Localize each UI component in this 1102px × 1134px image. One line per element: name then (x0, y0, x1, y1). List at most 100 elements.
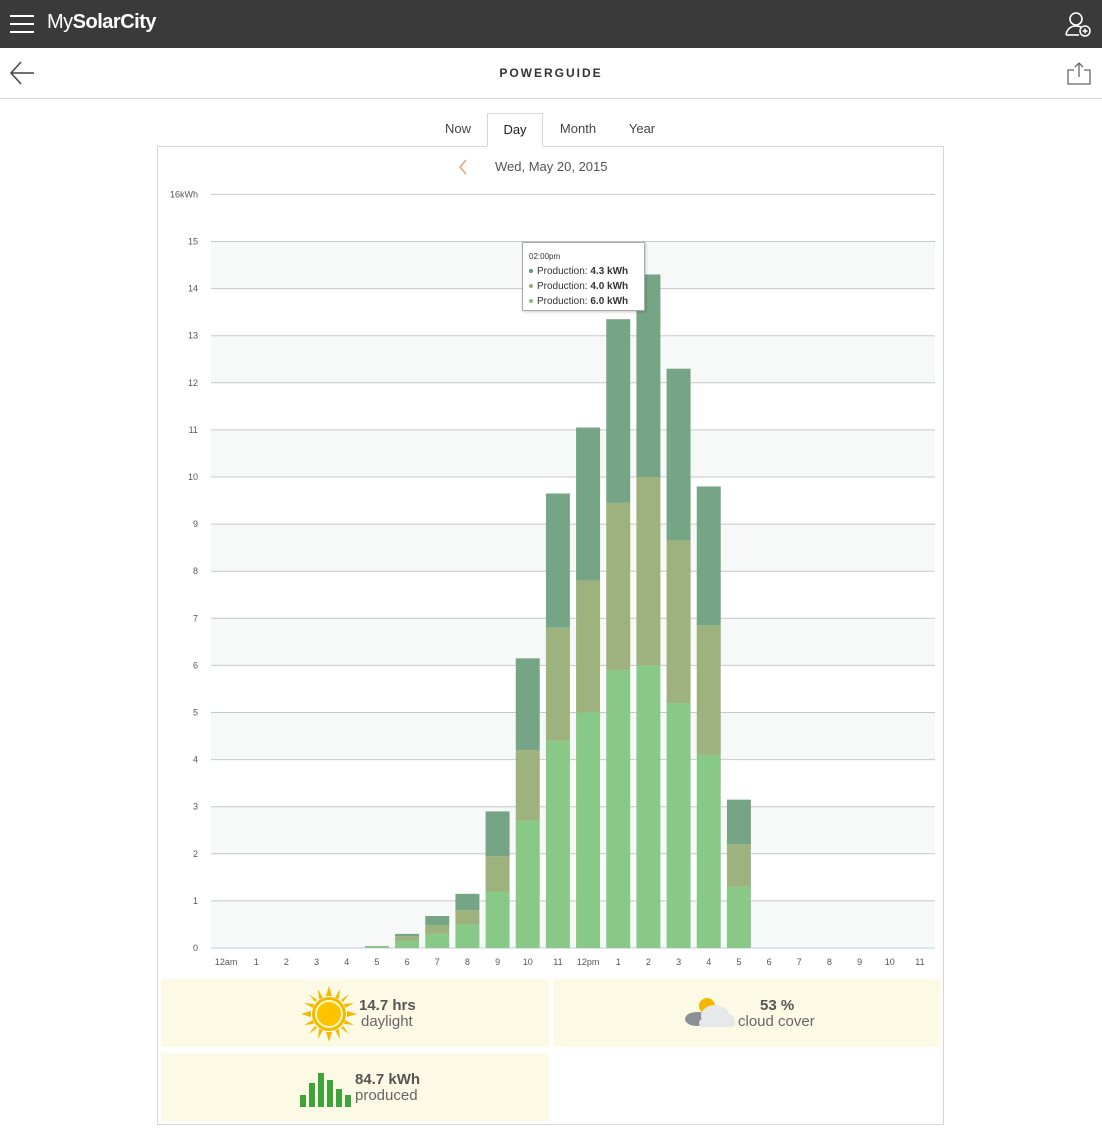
bar-segment (545, 627, 570, 741)
bar-chart-icon (300, 1073, 351, 1107)
tooltip-time: 02:00pm (529, 252, 561, 261)
y-tick-label: 9 (193, 519, 198, 529)
chevron-left-icon[interactable] (456, 157, 470, 177)
y-tick-label: 3 (193, 802, 198, 812)
x-tick-label: 3 (676, 957, 681, 967)
y-tick-label: 5 (193, 708, 198, 718)
y-tick-label: 10 (188, 472, 198, 482)
series-dot (529, 269, 533, 274)
y-tick-label: 16kWh (170, 189, 198, 199)
tab-year[interactable]: Year (628, 121, 656, 136)
tooltip-row-label: Production: (537, 296, 588, 307)
grid-band (211, 806, 935, 854)
partly-cloudy-icon (685, 998, 735, 1027)
y-tick-label: 14 (188, 284, 198, 294)
bar-segment (455, 924, 480, 948)
tooltip-row-value: 6.0 kWh (590, 296, 629, 307)
produced-label: produced (355, 1087, 418, 1104)
tab-month[interactable]: Month (559, 121, 597, 136)
series-dot (529, 284, 533, 289)
x-tick-label: 4 (706, 957, 711, 967)
bar-segment (606, 670, 631, 948)
bar-segment (726, 799, 751, 845)
cloud-cover-label: cloud cover (738, 1013, 815, 1030)
period-tabs: Now Day Month Year (0, 113, 1102, 147)
chart-panel: Wed, May 20, 2015 0 1 2 3 4 5 6 7 8 9 10 11 12 13 14 15… (157, 146, 944, 1125)
y-tick-label: 4 (193, 755, 198, 765)
bar-segment (666, 540, 691, 704)
y-tick-label: 13 (188, 331, 198, 341)
bar-segment (515, 658, 540, 751)
tooltip-row: Production: 6.0 kWh (529, 294, 638, 309)
y-tick-label: 12 (188, 378, 198, 388)
bar-segment (696, 754, 721, 948)
series-dot (529, 299, 533, 304)
share-icon[interactable] (1066, 60, 1092, 86)
sun-icon (301, 986, 357, 1042)
produced-value: 84.7 kWh (355, 1071, 421, 1088)
x-tick-label: 11 (915, 957, 924, 967)
produced-card: 84.7 kWh produced (161, 1053, 549, 1121)
cloud-cover-value: 53 % (760, 997, 795, 1014)
x-tick-label: 1 (254, 957, 259, 967)
x-tick-label: 2 (284, 957, 289, 967)
y-tick-label: 7 (193, 613, 198, 623)
y-tick-label: 11 (189, 425, 198, 435)
tooltip-row-label: Production: (537, 266, 588, 277)
y-tick-label: 2 (193, 849, 198, 859)
x-tick-label: 2 (646, 957, 651, 967)
page-header: POWERGUIDE (0, 48, 1102, 99)
x-tick-label: 5 (374, 957, 379, 967)
y-tick-label: 15 (188, 237, 198, 247)
grid-band (211, 618, 935, 666)
grid-band (211, 712, 935, 760)
bar-segment (636, 477, 661, 666)
bar-segment (606, 502, 631, 671)
x-tick-label: 11 (553, 957, 562, 967)
bar-segment (726, 886, 751, 948)
bar-segment (395, 940, 420, 948)
x-tick-label: 10 (523, 957, 533, 967)
app-logo: MySolarCity (47, 11, 156, 34)
tooltip-row-value: 4.0 kWh (590, 281, 629, 292)
brand-prefix: My (47, 11, 73, 33)
x-tick-label: 9 (857, 957, 862, 967)
x-tick-label: 10 (885, 957, 895, 967)
bar-segment (425, 915, 450, 926)
date-label: Wed, May 20, 2015 (495, 159, 608, 174)
bar-segment (636, 665, 661, 948)
bar-segment (515, 820, 540, 948)
tooltip-row-label: Production: (537, 281, 588, 292)
x-tick-label: 8 (827, 957, 832, 967)
cloud-cover-card: 53 % cloud cover (553, 979, 940, 1047)
x-tick-label: 6 (767, 957, 772, 967)
tooltip-row-value: 4.3 kWh (590, 266, 629, 277)
grid-band (211, 335, 935, 383)
bar-segment (485, 891, 510, 948)
x-tick-label: 6 (405, 957, 410, 967)
bar-segment (515, 750, 540, 821)
bar-segment (455, 893, 480, 911)
bar-segment (606, 319, 631, 503)
tab-day[interactable]: Day (487, 113, 543, 147)
y-tick-label: 1 (193, 896, 198, 906)
bar-segment (696, 625, 721, 755)
bar-segment (395, 933, 420, 937)
brand-name: SolarCity (72, 11, 157, 33)
chart-tooltip: 02:00pm Production: 4.3 kWh Production: … (522, 242, 645, 311)
x-tick-label: 8 (465, 957, 470, 967)
bar-segment (485, 811, 510, 857)
menu-icon[interactable] (10, 13, 34, 35)
x-tick-label: 5 (736, 957, 741, 967)
daylight-card: 14.7 hrs daylight (161, 979, 549, 1047)
back-arrow-icon[interactable] (8, 60, 36, 86)
bar-segment (545, 493, 570, 628)
x-tick-label: 9 (495, 957, 500, 967)
tab-now[interactable]: Now (444, 121, 471, 136)
bar-segment (666, 368, 691, 541)
tooltip-row: Production: 4.3 kWh (529, 264, 638, 279)
user-add-icon[interactable] (1064, 10, 1092, 38)
date-navigator: Wed, May 20, 2015 (158, 157, 943, 177)
bar-segment (364, 947, 389, 948)
x-tick-label: 3 (314, 957, 319, 967)
